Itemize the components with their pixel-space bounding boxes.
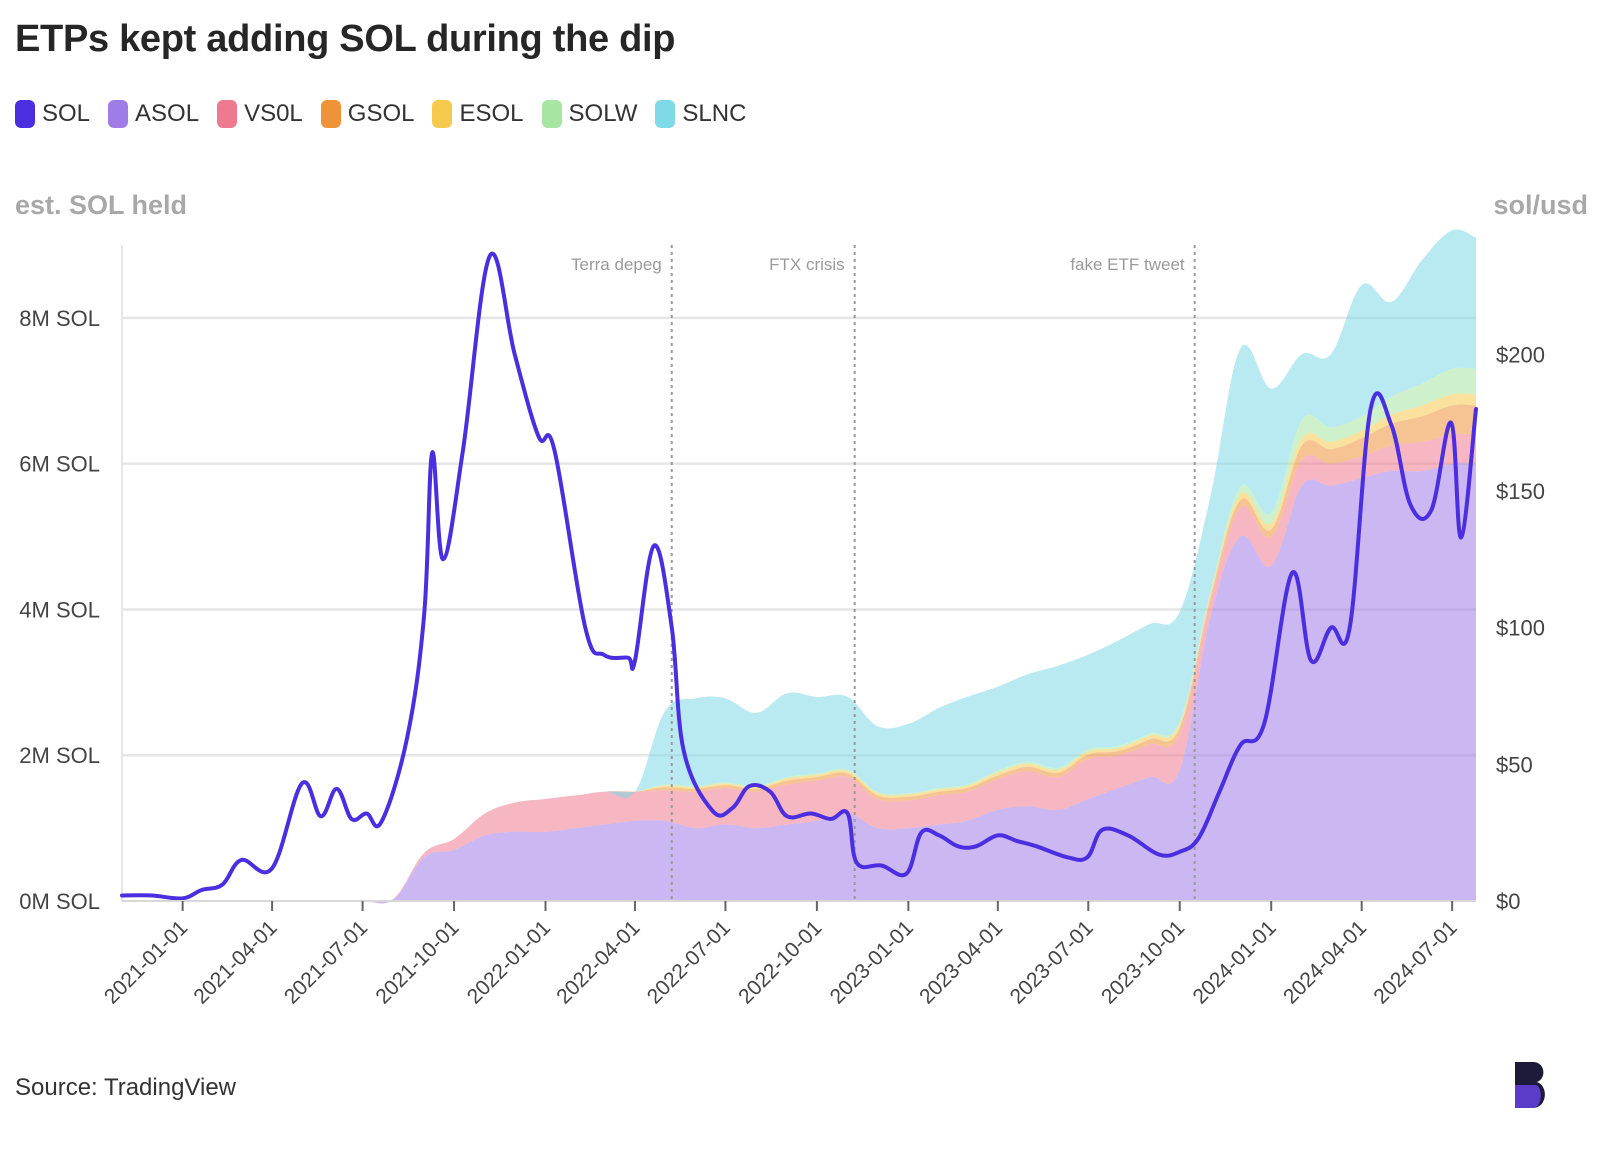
- annotation-label: FTX crisis: [769, 255, 845, 274]
- legend-swatch: [320, 100, 341, 128]
- x-tick-label: 2022-07-01: [643, 916, 735, 1008]
- x-tick-label: 2023-07-01: [1006, 916, 1098, 1008]
- x-tick-label: 2021-10-01: [371, 916, 463, 1008]
- legend-swatch: [432, 100, 453, 128]
- annotation-label: Terra depeg: [571, 255, 662, 274]
- annotation-label: fake ETF tweet: [1070, 255, 1185, 274]
- area-vs0l: [122, 433, 1476, 904]
- area-asol: [122, 463, 1476, 904]
- legend-swatch: [655, 100, 676, 128]
- y-tick-right: $0: [1496, 889, 1520, 914]
- y-tick-left: 6M SOL: [19, 452, 100, 477]
- area-gsol: [122, 404, 1476, 904]
- legend-item-asol: ASOL: [108, 100, 199, 128]
- legend-item-gsol: GSOL: [320, 100, 415, 128]
- x-tick-label: 2022-04-01: [552, 916, 644, 1008]
- legend-item-vs0l: VS0L: [217, 100, 303, 128]
- right-axis-title: sol/usd: [1493, 190, 1588, 220]
- legend-swatch: [108, 100, 129, 128]
- x-tick-label: 2024-04-01: [1279, 916, 1371, 1008]
- area-esol: [122, 393, 1476, 904]
- x-tick-label: 2023-01-01: [826, 916, 918, 1008]
- legend-item-sol: SOL: [15, 100, 90, 128]
- blockworks-logo: [1515, 1062, 1545, 1108]
- legend-label: VS0L: [244, 100, 303, 127]
- x-tick-label: 2022-01-01: [463, 916, 555, 1008]
- y-tick-left: 2M SOL: [19, 743, 100, 768]
- legend: SOL ASOL VS0L GSOL ESOL SOLW SLNC: [15, 100, 764, 128]
- legend-swatch: [217, 100, 238, 128]
- chart-title: ETPs kept adding SOL during the dip: [15, 18, 676, 60]
- y-tick-right: $150: [1496, 479, 1545, 504]
- x-tick-label: 2022-10-01: [734, 916, 826, 1008]
- legend-label: ESOL: [459, 100, 524, 127]
- x-tick-label: 2021-04-01: [189, 916, 281, 1008]
- left-axis-title: est. SOL held: [15, 190, 188, 220]
- y-tick-right: $200: [1496, 342, 1545, 367]
- x-tick-label: 2023-10-01: [1097, 916, 1189, 1008]
- area-layers: [122, 229, 1476, 904]
- legend-item-esol: ESOL: [432, 100, 524, 128]
- legend-label: SOL: [42, 100, 91, 127]
- x-tick-label: 2024-07-01: [1369, 916, 1461, 1008]
- sol-price-line: [120, 251, 1478, 901]
- legend-label: ASOL: [135, 100, 200, 127]
- legend-label: SOLW: [568, 100, 638, 127]
- legend-swatch: [541, 100, 562, 128]
- event-annotations: Terra depeg FTX crisis fake ETF tweet: [571, 245, 1196, 901]
- price-line-layer: [120, 251, 1478, 901]
- y-tick-right: $50: [1496, 752, 1533, 777]
- y-tick-left: 0M SOL: [19, 889, 100, 914]
- x-tick-label: 2024-01-01: [1189, 916, 1281, 1008]
- legend-swatch: [15, 100, 35, 128]
- legend-item-solw: SOLW: [541, 100, 638, 128]
- legend-label: GSOL: [347, 100, 415, 127]
- y-tick-left: 8M SOL: [19, 306, 100, 331]
- area-slnc: [122, 229, 1476, 904]
- x-tick-label: 2021-01-01: [100, 916, 192, 1008]
- legend-label: SLNC: [682, 100, 747, 127]
- y-tick-right: $100: [1496, 616, 1545, 641]
- y-tick-left: 4M SOL: [19, 597, 100, 622]
- x-tick-label: 2021-07-01: [280, 916, 372, 1008]
- legend-item-slnc: SLNC: [655, 100, 746, 128]
- source-note: Source: TradingView: [15, 1074, 237, 1101]
- x-tick-label: 2023-04-01: [915, 916, 1007, 1008]
